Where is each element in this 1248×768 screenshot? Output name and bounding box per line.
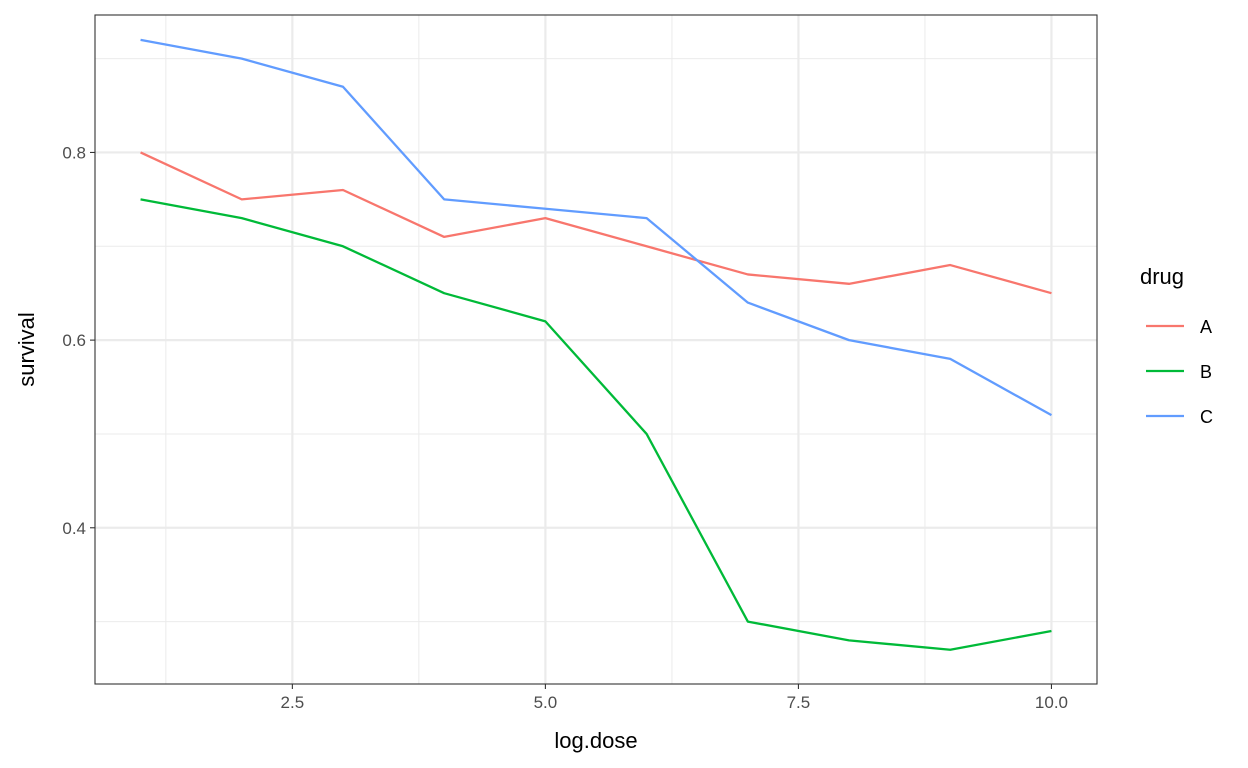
series-line-a xyxy=(140,151,1052,295)
y-tick-label: 0.6 xyxy=(62,331,86,350)
legend-label-a: A xyxy=(1200,317,1212,337)
x-tick-label: 5.0 xyxy=(534,693,558,712)
legend-label-c: C xyxy=(1200,407,1213,427)
x-tick-label: 7.5 xyxy=(787,693,811,712)
legend-label-b: B xyxy=(1200,362,1212,382)
x-tick-label: 2.5 xyxy=(281,693,305,712)
series-line-c xyxy=(140,38,1053,417)
y-axis-ticks: 0.4 0.6 0.8 xyxy=(62,143,95,538)
x-axis-ticks: 2.5 5.0 7.5 10.0 xyxy=(281,684,1068,712)
y-tick-label: 0.8 xyxy=(62,143,86,162)
y-tick-label: 0.4 xyxy=(62,519,86,538)
legend-title: drug xyxy=(1140,264,1184,289)
x-tick-label: 10.0 xyxy=(1035,693,1068,712)
series-line-b xyxy=(140,198,1052,651)
major-gridlines xyxy=(95,15,1097,684)
panel-border xyxy=(94,14,1098,685)
series-lines xyxy=(140,38,1053,651)
minor-gridlines xyxy=(95,15,1097,684)
x-axis-title: log.dose xyxy=(554,728,637,753)
legend: drug A B C xyxy=(1140,264,1213,427)
y-axis-title: survival xyxy=(14,312,39,387)
